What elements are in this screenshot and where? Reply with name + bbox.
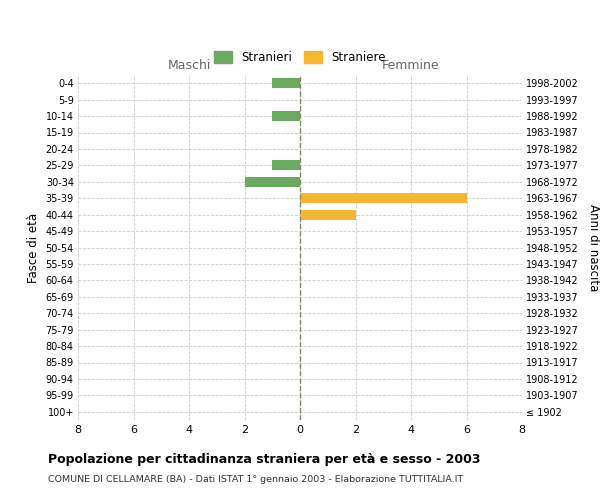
Bar — [272, 160, 300, 170]
Text: COMUNE DI CELLAMARE (BA) - Dati ISTAT 1° gennaio 2003 - Elaborazione TUTTITALIA.: COMUNE DI CELLAMARE (BA) - Dati ISTAT 1°… — [48, 475, 463, 484]
Bar — [272, 111, 300, 121]
Legend: Stranieri, Straniere: Stranieri, Straniere — [209, 46, 391, 69]
Y-axis label: Fasce di età: Fasce di età — [27, 212, 40, 282]
Text: Femmine: Femmine — [382, 58, 440, 71]
Text: Popolazione per cittadinanza straniera per età e sesso - 2003: Popolazione per cittadinanza straniera p… — [48, 452, 481, 466]
Text: Maschi: Maschi — [167, 58, 211, 71]
Y-axis label: Anni di nascita: Anni di nascita — [587, 204, 600, 291]
Bar — [272, 78, 300, 88]
Bar — [245, 177, 300, 186]
Bar — [300, 194, 467, 203]
Bar — [300, 210, 355, 220]
